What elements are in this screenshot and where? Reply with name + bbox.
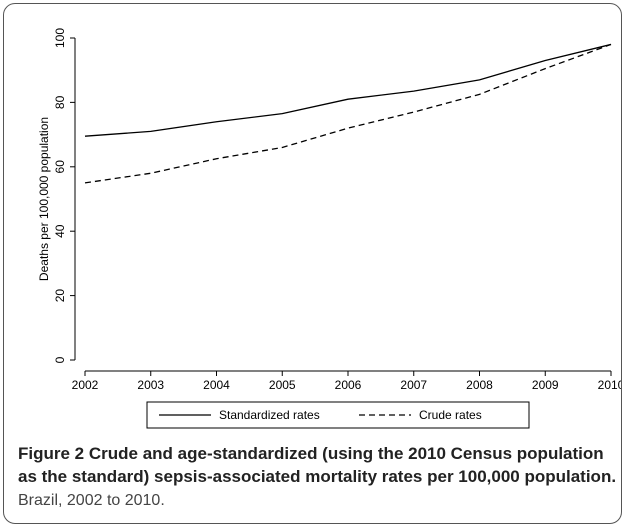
figure-frame: 0 20 40 60 80 100 2002 2003 2004 2005 2006 2007 2008… — [3, 3, 622, 524]
y-tick-label: 100 — [53, 28, 67, 48]
y-tick-label: 80 — [53, 95, 67, 109]
y-axis-label: Deaths per 100,000 population — [37, 117, 51, 281]
x-tick-label: 2009 — [532, 378, 559, 392]
x-tick-label: 2002 — [72, 378, 99, 392]
legend-label: Standardized rates — [219, 408, 320, 422]
x-tick-label: 2004 — [203, 378, 230, 392]
caption-title: Crude and age-standardized (using the 20… — [18, 444, 617, 486]
y-tick-label: 20 — [53, 289, 67, 303]
y-tick-label: 60 — [53, 160, 67, 174]
caption: Figure 2 Crude and age-standardized (usi… — [18, 442, 618, 512]
series-line — [84, 43, 612, 137]
chart: 0 20 40 60 80 100 2002 2003 2004 2005 2006 2007 2008… — [37, 28, 622, 429]
y-tick-label: 0 — [53, 356, 67, 363]
series-line — [84, 43, 612, 184]
x-tick-label: 2005 — [269, 378, 296, 392]
x-tick-label: 2006 — [335, 378, 362, 392]
y-tick-label: 40 — [53, 224, 67, 238]
x-tick-label: 2008 — [466, 378, 493, 392]
x-tick-label: 2003 — [137, 378, 164, 392]
x-tick-label: 2010 — [598, 378, 622, 392]
x-tick-label: 2007 — [400, 378, 427, 392]
caption-label: Figure 2 — [18, 444, 85, 463]
caption-text: Brazil, 2002 to 2010. — [18, 492, 165, 509]
legend-label: Crude rates — [419, 408, 482, 422]
